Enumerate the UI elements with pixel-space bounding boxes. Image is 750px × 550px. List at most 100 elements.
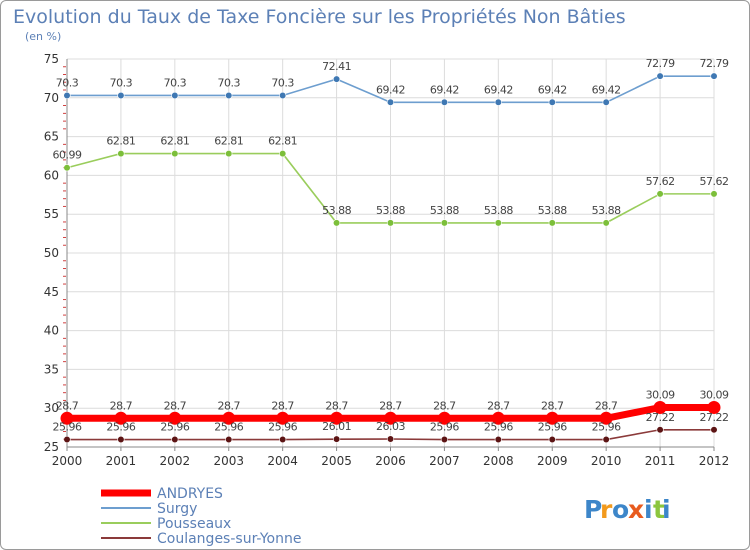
x-tick-label: 2002 [160,454,191,468]
data-label-coulanges-sur-yonne: 25.96 [214,421,243,434]
data-point-pousseaux [279,149,287,158]
axes: 25 30 35 40 45 50 55 60 65 70 75 2000 2001 2002 2003 20… [44,52,730,468]
data-label-coulanges-sur-yonne: 25.96 [106,421,135,434]
logo-letter: i [662,495,671,524]
data-label-pousseaux: 62.81 [214,135,243,148]
data-label-coulanges-sur-yonne: 25.96 [430,421,459,434]
data-label-andryes: 28.7 [218,399,241,412]
data-point-coulanges-sur-yonne [656,426,664,434]
data-label-surgy: 69.42 [376,83,405,96]
x-tick-label: 2007 [429,454,460,468]
legend-label-pousseaux: Pousseaux [157,516,231,532]
data-point-andryes [168,411,182,425]
data-label-pousseaux: 53.88 [322,204,351,217]
data-label-surgy: 70.3 [164,76,187,89]
x-tick-label: 2003 [213,454,244,468]
data-point-pousseaux [602,219,610,227]
data-point-pousseaux [386,219,395,227]
data-label-pousseaux: 53.88 [430,204,459,217]
data-point-pousseaux [440,219,449,227]
data-label-andryes: 28.7 [433,399,456,412]
data-label-coulanges-sur-yonne: 27.22 [700,411,729,424]
data-point-andryes [707,401,721,415]
data-point-surgy [602,98,610,106]
data-point-coulanges-sur-yonne [710,426,718,434]
data-point-andryes [276,411,290,425]
data-point-andryes [545,411,559,425]
x-tick-label: 2009 [537,454,568,468]
logo-letter: o [612,495,629,524]
data-label-surgy: 70.3 [218,76,241,89]
y-tick-label: 75 [44,52,59,66]
data-point-surgy [225,91,233,100]
data-label-andryes: 28.7 [325,399,348,412]
data-point-andryes [60,411,74,425]
data-point-surgy [494,98,502,106]
data-label-andryes: 28.7 [595,399,618,412]
data-label-coulanges-sur-yonne: 25.96 [53,421,82,434]
proxiti-logo: Pr ox i ti [584,495,671,524]
data-label-coulanges-sur-yonne: 26.01 [322,420,351,433]
logo-letter: P [584,495,602,524]
data-label-pousseaux: 60.99 [53,149,82,162]
data-point-coulanges-sur-yonne [117,435,125,444]
data-point-coulanges-sur-yonne [225,435,233,444]
logo-letter: x [628,495,644,524]
data-point-surgy [332,75,341,83]
data-label-pousseaux: 62.81 [268,135,297,148]
data-label-surgy: 72.41 [322,60,351,73]
data-label-pousseaux: 53.88 [538,204,567,217]
y-tick-label: 30 [44,401,59,415]
data-label-andryes: 28.7 [110,399,133,412]
data-point-coulanges-sur-yonne [440,435,449,444]
data-point-pousseaux [656,190,664,198]
y-tick-label: 70 [44,91,59,105]
data-point-andryes [599,411,613,425]
data-label-coulanges-sur-yonne: 25.96 [268,421,297,434]
data-label-pousseaux: 53.88 [484,204,513,217]
y-tick-label: 45 [44,285,59,299]
data-label-pousseaux: 57.62 [700,175,729,188]
data-label-surgy: 69.42 [484,83,513,96]
x-tick-label: 2011 [645,454,676,468]
data-point-coulanges-sur-yonne [602,435,610,444]
data-point-andryes [114,411,128,425]
chart-title: Evolution du Taux de Taxe Foncière sur l… [13,6,626,28]
data-label-coulanges-sur-yonne: 25.96 [592,421,621,434]
x-tick-label: 2010 [591,454,622,468]
data-label-surgy: 69.42 [592,83,621,96]
legend-label-surgy: Surgy [157,501,197,517]
logo-letter: i [644,495,653,524]
data-point-pousseaux [494,219,502,227]
y-tick-label: 35 [44,362,59,376]
series-layer: 70.3 70.3 70.3 70.3 70.3 72.41 69.42 69.42 69.42… [53,57,729,444]
data-label-andryes: 28.7 [271,399,294,412]
data-point-surgy [656,72,664,80]
data-point-surgy [386,98,395,106]
data-label-andryes: 28.7 [487,399,510,412]
data-label-pousseaux: 62.81 [106,135,135,148]
data-label-andryes: 28.7 [164,399,187,412]
data-point-surgy [710,72,718,80]
x-tick-label: 2000 [52,454,83,468]
y-tick-label: 65 [44,130,59,144]
data-point-andryes [384,411,397,425]
data-point-pousseaux [332,219,341,227]
logo-letter: t [653,495,665,524]
y-tick-label: 50 [44,246,59,260]
x-tick-label: 2008 [483,454,514,468]
data-label-coulanges-sur-yonne: 25.96 [160,421,189,434]
data-label-surgy: 69.42 [538,83,567,96]
data-label-surgy: 72.79 [646,57,675,70]
data-point-surgy [279,91,287,100]
data-point-surgy [171,91,179,100]
data-label-pousseaux: 62.81 [160,135,189,148]
data-label-surgy: 70.3 [56,76,79,89]
data-point-andryes [437,411,451,425]
data-point-surgy [63,91,71,100]
data-point-pousseaux [225,149,233,158]
x-tick-label: 2006 [375,454,406,468]
data-label-pousseaux: 53.88 [592,204,621,217]
